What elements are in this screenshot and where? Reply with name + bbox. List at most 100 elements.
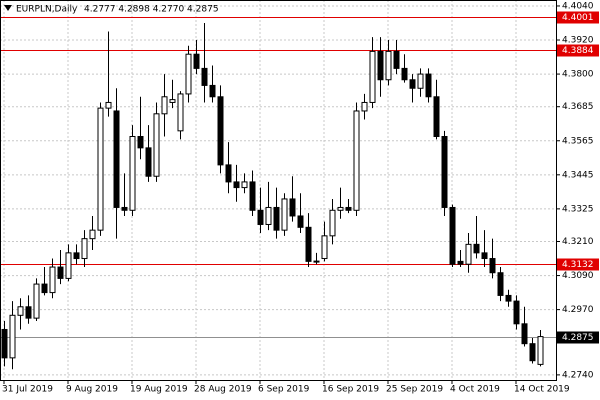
candle-body xyxy=(97,107,104,231)
candle-body xyxy=(193,53,200,69)
candle-body xyxy=(409,79,416,89)
candle-body xyxy=(441,136,448,208)
candle-body xyxy=(153,113,160,177)
candle-body xyxy=(137,136,144,149)
x-tick-label: 31 Jul 2019 xyxy=(2,385,53,395)
candle-body xyxy=(329,209,336,237)
candle-body xyxy=(41,283,48,294)
candle-body xyxy=(129,136,136,211)
level-label-box xyxy=(557,44,599,57)
candle-body xyxy=(497,272,504,296)
candle-body xyxy=(225,164,232,183)
candle-body xyxy=(473,243,480,254)
candle-body xyxy=(105,101,112,109)
candle-body xyxy=(113,110,120,208)
candle-body xyxy=(521,323,528,345)
ohlc-values: 4.2777 4.2898 4.2770 4.2875 xyxy=(84,5,219,15)
candle-body xyxy=(361,101,368,112)
y-tick-label: 4.3090 xyxy=(562,271,594,281)
candle-body xyxy=(457,260,464,265)
candle-body xyxy=(369,50,376,103)
candle-body xyxy=(25,306,32,319)
candle-body xyxy=(121,206,128,211)
candle-body xyxy=(289,198,296,217)
candle-body xyxy=(529,343,536,362)
candle-body xyxy=(433,96,440,138)
level-label: 4.2875 xyxy=(562,333,594,343)
y-tick-label: 4.3210 xyxy=(562,237,594,247)
candle-body xyxy=(49,266,56,294)
x-tick-label: 16 Sep 2019 xyxy=(322,385,379,395)
candle-body xyxy=(73,252,80,260)
candle-body xyxy=(385,50,392,81)
candle-body xyxy=(313,260,320,263)
y-tick-label: 4.2970 xyxy=(562,305,594,315)
symbol-icon xyxy=(4,5,12,11)
candle-body xyxy=(161,96,168,115)
candle-body xyxy=(273,206,280,231)
x-tick-label: 28 Aug 2019 xyxy=(194,385,252,395)
candle-body xyxy=(241,181,248,189)
y-tick-label: 4.3920 xyxy=(562,36,594,46)
y-tick-label: 4.3685 xyxy=(562,102,594,112)
x-tick-label: 19 Aug 2019 xyxy=(130,385,188,395)
candle-body xyxy=(201,67,208,86)
level-label: 4.3132 xyxy=(562,260,594,270)
candle-body xyxy=(17,306,24,316)
candle-body xyxy=(9,314,16,359)
candle-body xyxy=(145,147,152,177)
candle-body xyxy=(489,258,496,274)
candle-body xyxy=(217,96,224,166)
x-tick-label: 9 Aug 2019 xyxy=(66,385,118,395)
levels xyxy=(0,17,556,338)
x-tick-label: 25 Sep 2019 xyxy=(386,385,443,395)
candle-body xyxy=(513,300,520,325)
candle-body xyxy=(465,243,472,265)
candles xyxy=(1,22,544,370)
candle-body xyxy=(57,266,64,279)
y-tick-label: 4.3325 xyxy=(562,204,594,214)
y-tick-label: 4.3445 xyxy=(562,170,594,180)
candle-body xyxy=(33,283,40,319)
candle-body xyxy=(1,328,8,359)
level-label: 4.3884 xyxy=(562,46,594,56)
candle-body xyxy=(81,238,88,260)
candle-body xyxy=(377,50,384,81)
y-tick-label: 4.3565 xyxy=(562,136,594,146)
candle-body xyxy=(321,235,328,260)
candle-body xyxy=(169,99,176,103)
candle-body xyxy=(537,336,544,365)
candle-body xyxy=(65,252,72,279)
y-tick-label: 4.2740 xyxy=(562,370,594,380)
grid xyxy=(0,0,556,380)
candle-body xyxy=(297,215,304,228)
level-label-box xyxy=(557,331,599,344)
candle-body xyxy=(249,181,256,211)
x-tick-label: 6 Sep 2019 xyxy=(258,385,310,395)
candle-body xyxy=(265,206,272,225)
candle-body xyxy=(89,229,96,240)
level-label: 4.4001 xyxy=(562,13,594,23)
candle-body xyxy=(337,206,344,211)
level-label-box xyxy=(557,11,599,24)
candle-body xyxy=(345,206,352,211)
candle-body xyxy=(305,226,312,262)
candle-body xyxy=(393,50,400,69)
chart-title: EURPLN,Daily xyxy=(16,5,78,15)
x-tick-label: 4 Oct 2019 xyxy=(450,385,500,395)
candle-body xyxy=(177,93,184,132)
x-tick-label: 14 Oct 2019 xyxy=(514,385,570,395)
plot-frame xyxy=(0,0,557,381)
candle-body xyxy=(505,294,512,302)
candle-body xyxy=(449,206,456,265)
candle-body xyxy=(417,73,424,89)
candle-body xyxy=(425,73,432,98)
candle-body xyxy=(353,110,360,211)
y-tick-label: 4.3800 xyxy=(562,70,594,80)
candle-body xyxy=(281,198,288,231)
candle-body xyxy=(185,53,192,95)
y-tick-label: 4.4040 xyxy=(562,1,594,11)
candle-body xyxy=(481,252,488,260)
